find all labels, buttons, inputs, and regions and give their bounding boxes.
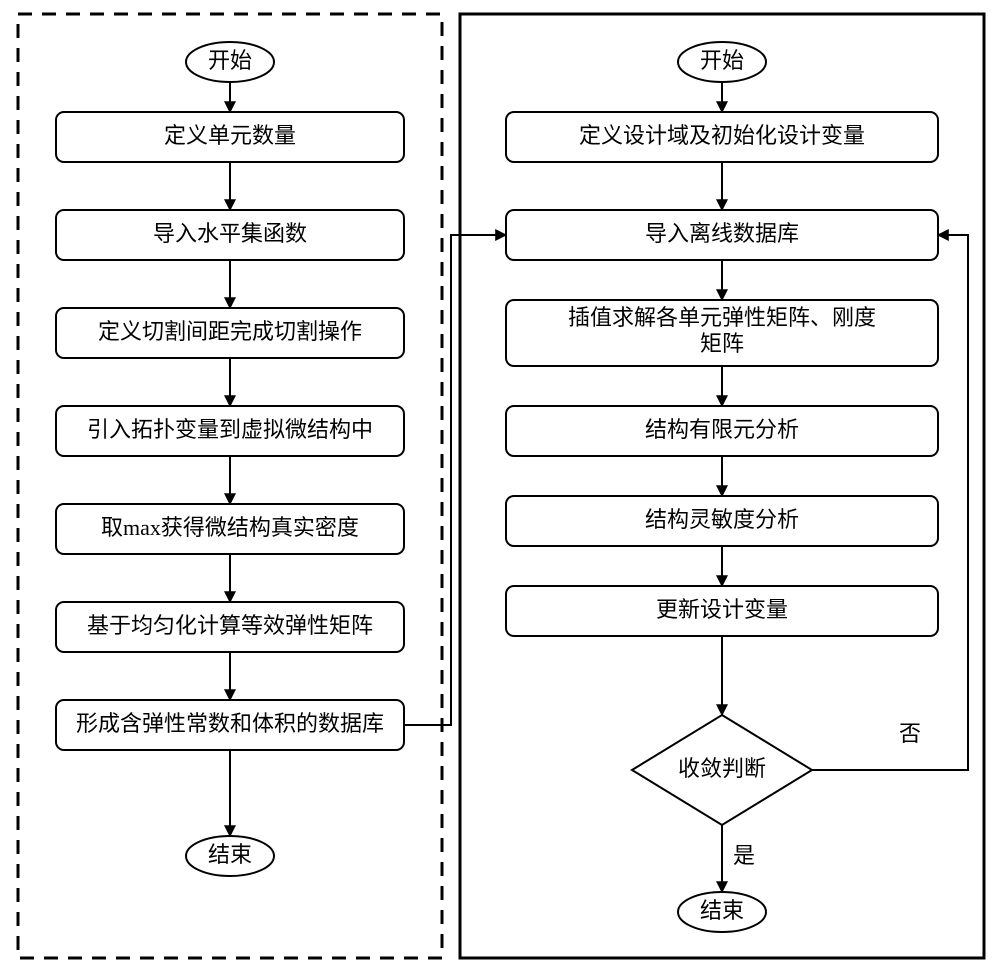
left-node-l1-label: 定义单元数量 (164, 123, 296, 148)
left-end-terminal-label: 结束 (208, 842, 252, 867)
left-node-l4-label: 引入拓扑变量到虚拟微结构中 (87, 417, 373, 442)
right-node-r3-label-0: 插值求解各单元弹性矩阵、刚度 (568, 305, 876, 330)
left-node-l5-label: 取max获得微结构真实密度 (101, 515, 359, 540)
left-node-l7-label: 形成含弹性常数和体积的数据库 (76, 711, 384, 736)
left-node-l6-label: 基于均匀化计算等效弹性矩阵 (87, 613, 373, 638)
left-node-l3-label: 定义切割间距完成切割操作 (98, 319, 362, 344)
right-node-r6-label: 更新设计变量 (656, 597, 788, 622)
right-node-r2-label: 导入离线数据库 (645, 221, 799, 246)
right-end-terminal-label: 结束 (700, 898, 744, 923)
right-start-terminal-label: 开始 (700, 48, 744, 73)
left-node-l2-label: 导入水平集函数 (153, 221, 307, 246)
left-start-terminal-label: 开始 (208, 48, 252, 73)
right-node-r5-label: 结构灵敏度分析 (645, 507, 799, 532)
right-node-r1-label: 定义设计域及初始化设计变量 (579, 123, 865, 148)
edge-no-label: 否 (899, 721, 921, 746)
decision-label: 收敛判断 (678, 756, 766, 781)
edge-yes-label: 是 (733, 843, 755, 868)
right-node-r4-label: 结构有限元分析 (645, 417, 799, 442)
right-node-r3-label-1: 矩阵 (700, 331, 744, 356)
edge-l7-to-r2 (404, 235, 506, 725)
